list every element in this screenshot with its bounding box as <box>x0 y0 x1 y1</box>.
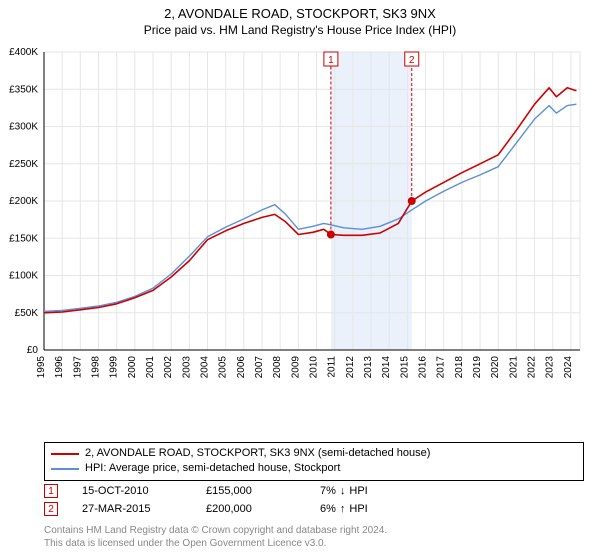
footnote-line: Contains HM Land Registry data © Crown c… <box>44 524 387 537</box>
svg-text:£400K: £400K <box>9 47 38 58</box>
svg-text:£300K: £300K <box>9 122 38 133</box>
arrow-down-icon: ↓ <box>340 485 346 497</box>
svg-text:2: 2 <box>409 55 415 66</box>
chart-title: 2, AVONDALE ROAD, STOCKPORT, SK3 9NX <box>0 6 600 21</box>
sale-delta: 7%↓HPI <box>320 485 410 497</box>
svg-text:2000: 2000 <box>127 356 138 379</box>
svg-text:2011: 2011 <box>327 356 338 378</box>
legend-row-price-paid: 2, AVONDALE ROAD, STOCKPORT, SK3 9NX (se… <box>51 446 577 461</box>
svg-text:1: 1 <box>328 55 334 66</box>
svg-text:£350K: £350K <box>9 84 38 95</box>
svg-text:1998: 1998 <box>91 356 102 379</box>
legend-label-hpi: HPI: Average price, semi-detached house,… <box>85 461 340 476</box>
chart-container: 2, AVONDALE ROAD, STOCKPORT, SK3 9NX Pri… <box>0 0 600 560</box>
svg-text:2006: 2006 <box>236 356 247 379</box>
svg-text:2004: 2004 <box>200 356 211 379</box>
svg-text:2020: 2020 <box>490 356 501 379</box>
svg-text:2024: 2024 <box>563 356 574 379</box>
sale-delta: 6%↑HPI <box>320 503 410 515</box>
svg-text:£150K: £150K <box>9 233 38 244</box>
legend-swatch-price-paid <box>51 453 79 455</box>
sale-marker-box: 1 <box>44 484 58 498</box>
svg-text:2021: 2021 <box>508 356 519 379</box>
sale-row: 1 15-OCT-2010 £155,000 7%↓HPI <box>44 482 584 500</box>
svg-text:2018: 2018 <box>454 356 465 379</box>
legend: 2, AVONDALE ROAD, STOCKPORT, SK3 9NX (se… <box>44 442 584 481</box>
legend-swatch-hpi <box>51 468 79 470</box>
arrow-up-icon: ↑ <box>340 503 346 515</box>
svg-text:2015: 2015 <box>399 356 410 379</box>
footnote: Contains HM Land Registry data © Crown c… <box>44 524 387 550</box>
svg-text:2008: 2008 <box>272 356 283 379</box>
svg-text:2019: 2019 <box>472 356 483 379</box>
title-block: 2, AVONDALE ROAD, STOCKPORT, SK3 9NX Pri… <box>0 0 600 37</box>
sales-table: 1 15-OCT-2010 £155,000 7%↓HPI 2 27-MAR-2015 £2… <box>44 482 584 518</box>
svg-text:1999: 1999 <box>109 356 120 379</box>
sale-date: 27-MAR-2015 <box>82 503 182 515</box>
sale-row: 2 27-MAR-2015 £200,000 6%↑HPI <box>44 500 584 518</box>
svg-text:2010: 2010 <box>309 356 320 379</box>
svg-text:2003: 2003 <box>181 356 192 379</box>
svg-text:£250K: £250K <box>9 159 38 170</box>
svg-text:2023: 2023 <box>545 356 556 379</box>
price-chart: £0£50K£100K£150K£200K£250K£300K£350K£400… <box>44 48 584 394</box>
svg-text:2002: 2002 <box>163 356 174 379</box>
footnote-line: This data is licensed under the Open Gov… <box>44 537 387 550</box>
svg-text:1996: 1996 <box>54 356 65 379</box>
svg-text:£100K: £100K <box>9 271 38 282</box>
sale-price: £155,000 <box>206 485 296 497</box>
svg-text:2007: 2007 <box>254 356 265 379</box>
legend-label-price-paid: 2, AVONDALE ROAD, STOCKPORT, SK3 9NX (se… <box>85 446 430 461</box>
legend-row-hpi: HPI: Average price, semi-detached house,… <box>51 461 577 476</box>
svg-text:2012: 2012 <box>345 356 356 379</box>
svg-text:£50K: £50K <box>15 308 39 319</box>
svg-text:2009: 2009 <box>290 356 301 379</box>
svg-text:2005: 2005 <box>218 356 229 379</box>
svg-text:2014: 2014 <box>381 356 392 379</box>
svg-text:1997: 1997 <box>72 356 83 379</box>
svg-text:£0: £0 <box>27 345 39 356</box>
sale-marker-box: 2 <box>44 502 58 516</box>
svg-text:£200K: £200K <box>9 196 38 207</box>
svg-text:2001: 2001 <box>145 356 156 379</box>
svg-text:2016: 2016 <box>418 356 429 379</box>
svg-text:2022: 2022 <box>527 356 538 379</box>
sale-date: 15-OCT-2010 <box>82 485 182 497</box>
sale-price: £200,000 <box>206 503 296 515</box>
chart-subtitle: Price paid vs. HM Land Registry's House … <box>0 23 600 37</box>
svg-text:2017: 2017 <box>436 356 447 379</box>
svg-text:1995: 1995 <box>36 356 47 379</box>
svg-text:2013: 2013 <box>363 356 374 379</box>
